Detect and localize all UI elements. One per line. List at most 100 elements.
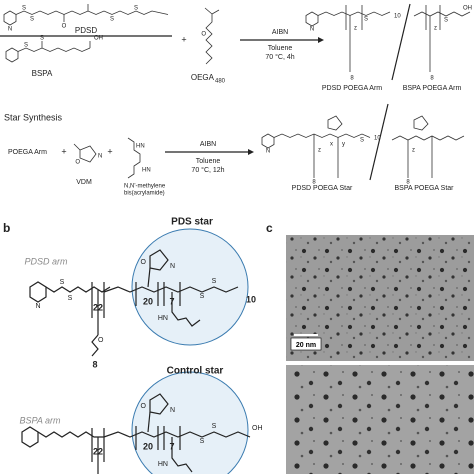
repeat-number: 8 [92,359,97,369]
bond [45,286,111,293]
arrow [165,149,254,155]
repeat-label: x [330,142,333,148]
bond [171,292,201,327]
product-label: PDSD POEGA Arm [322,85,382,92]
atom: O [201,32,206,38]
condition: Toluene [196,158,221,165]
atom: HN [136,144,145,150]
bond [79,145,97,163]
plus-sign: + [107,146,112,156]
repeat-label: 10 [374,136,381,142]
bond [73,143,81,151]
atom: N [8,27,12,33]
reactant-label: bis(acrylamide) [124,191,165,197]
repeat-label: z [434,26,437,32]
repeat-label: 8 [406,180,410,186]
atom: N [35,303,40,310]
atom: OH [463,6,472,12]
arm-label: PDSD arm [24,256,68,266]
repeat-label: z [354,26,357,32]
reagent-label: BSPA [32,69,53,78]
bond [413,115,429,131]
atom: N [98,154,102,160]
atom: OH [252,425,263,432]
section-title: Star Synthesis [4,112,63,122]
atom: S [24,43,28,49]
tem-image [286,365,474,474]
bond [261,133,275,149]
bond [211,9,220,15]
atom: S [110,17,114,23]
scale-bar-box [290,337,322,351]
repeat-number: 7 [169,296,174,306]
repeat-number: 20 [143,296,153,306]
repeat-label: 8 [312,180,316,186]
atom: N [170,263,175,270]
bond [127,137,141,179]
bond [147,411,151,433]
pdsd-structure [3,4,169,26]
bond [369,103,389,181]
bond [149,393,169,415]
panel-label: c [266,221,273,235]
atom: S [212,423,217,430]
arm-label: BSPA arm [19,415,61,425]
atom: HN [158,315,168,322]
bond [3,10,17,26]
product-label: BSPA POEGA Star [394,185,454,192]
bond [15,10,169,15]
bond [29,281,47,303]
bond [103,286,239,293]
reactant-label: N,N'-methylene [124,184,166,190]
bond [91,334,99,357]
bond [147,267,151,288]
repeat-number: 7 [169,441,174,451]
condition: 70 °C, 4h [265,53,294,61]
repeat-label: 8 [350,76,354,82]
atom: O [141,259,147,266]
atom: S [200,438,205,445]
repeat-number: 20 [143,441,153,451]
plus-sign: + [61,146,66,156]
pds-star-structure [29,249,239,357]
atom: O [98,337,104,344]
product-label: PDSD POEGA Star [292,185,353,192]
atom: O [75,160,80,166]
oega-structure [204,7,220,65]
atom: O [141,403,147,410]
plus-sign: + [181,34,186,44]
atom: S [364,17,368,23]
atom: N [170,407,175,414]
vdm-structure [73,143,97,163]
atom: S [212,278,217,285]
reagent-label: PDSD [75,26,97,35]
atom: N [266,149,270,155]
condition: AIBN [200,141,216,148]
repeat-label: z [318,148,321,154]
bisacrylamide-structure [127,137,141,179]
atom: S [200,293,205,300]
reagent-subscript: 480 [215,79,226,85]
reactant-label: VDM [76,179,92,186]
bond [318,37,324,43]
scale-bar-label: 20 nm [296,342,316,349]
atom: O [62,24,67,30]
repeat-label: z [412,148,415,154]
bond [248,149,254,155]
atom: S [134,6,138,12]
bond [37,431,251,438]
atom: S [360,138,364,144]
star-core-circle [131,371,249,474]
control-star-structure [21,393,251,474]
atom: S [40,36,44,42]
star-title: PDS star [171,217,213,228]
bond [204,7,213,65]
atom: S [60,279,65,286]
repeat-label: 10 [394,14,401,20]
condition: AIBN [272,29,288,36]
bond [5,47,19,63]
panel-label: b [3,221,10,235]
condition: 70 °C, 12h [191,166,224,174]
